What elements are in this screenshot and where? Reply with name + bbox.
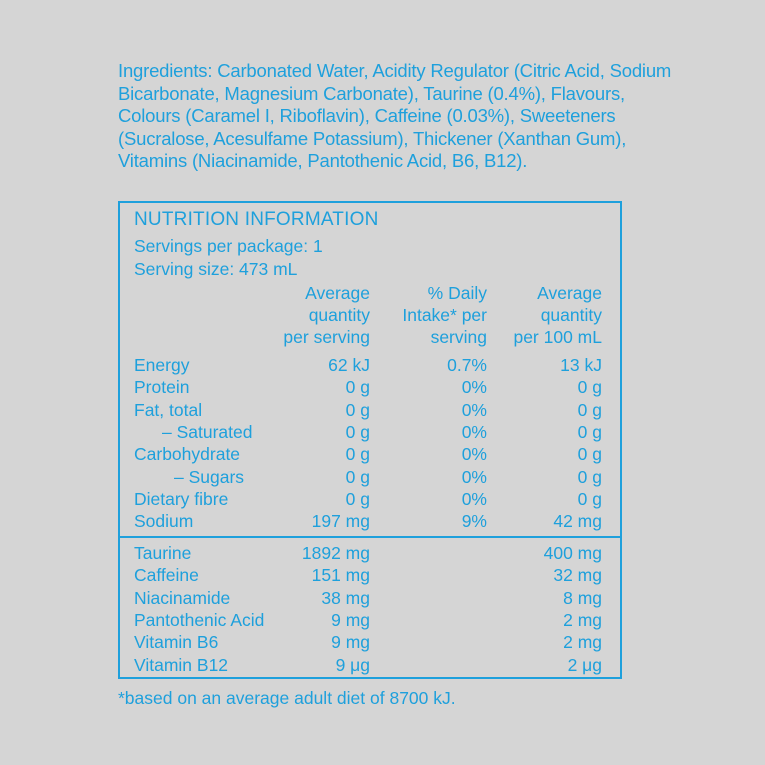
per-100ml-value: 0 g <box>577 421 602 442</box>
header-line: per 100 mL <box>513 327 602 347</box>
header-line: Average <box>537 283 602 303</box>
header-average-per-100ml: Average quantity per 100 mL <box>462 282 602 348</box>
per-serving-value: 197 mg <box>311 511 370 532</box>
daily-intake-value: 9% <box>461 511 487 532</box>
daily-intake-value: 0% <box>461 399 487 420</box>
table-row: Pantothenic Acid 9 mg 2 mg <box>120 610 620 632</box>
nutrient-label: Taurine <box>134 543 192 563</box>
nutrient-label: – Sugars <box>174 466 245 487</box>
nutrient-label: Vitamin B12 <box>134 654 229 675</box>
table-row: Vitamin B6 9 mg 2 mg <box>120 632 620 654</box>
nutrient-label: – Saturated <box>162 421 253 442</box>
per-100ml-value: 0 g <box>577 444 602 465</box>
per-100ml-value: 2 mg <box>563 609 602 630</box>
header-line: Intake* per <box>402 305 487 325</box>
per-serving-value: 0 g <box>345 399 370 420</box>
table-row: – Saturated 0 g 0% 0 g <box>120 422 620 444</box>
table-row: Dietary fibre 0 g 0% 0 g <box>120 489 620 511</box>
header-line: % Daily <box>427 283 487 303</box>
nutrient-label: Carbohydrate <box>134 444 241 465</box>
footnote: *based on an average adult diet of 8700 … <box>118 688 456 708</box>
nutrient-label: Caffeine <box>134 565 199 586</box>
nutrient-label: Dietary fibre <box>134 488 229 509</box>
nutrient-label: Niacinamide <box>134 587 231 608</box>
header-line: Average <box>305 283 370 303</box>
per-serving-value: 9 mg <box>331 609 370 630</box>
nutrient-label: Pantothenic Acid <box>134 609 265 630</box>
nutrition-panel: NUTRITION INFORMATION Servings per packa… <box>118 201 622 679</box>
per-serving-value: 38 mg <box>321 587 370 608</box>
per-serving-value: 0 g <box>345 377 370 398</box>
nutrient-label: Protein <box>134 377 190 398</box>
table-row: Vitamin B12 9 μg 2 μg <box>120 655 620 677</box>
ingredients-text: Ingredients: Carbonated Water, Acidity R… <box>118 60 672 171</box>
panel-title: NUTRITION INFORMATION <box>134 209 379 230</box>
header-daily-intake: % Daily Intake* per serving <box>347 282 487 348</box>
header-line: serving <box>430 327 487 347</box>
table-row: Caffeine 151 mg 32 mg <box>120 565 620 587</box>
per-100ml-value: 0 g <box>577 399 602 420</box>
daily-intake-value: 0% <box>461 377 487 398</box>
table-row: Energy 62 kJ 0.7% 13 kJ <box>120 355 620 377</box>
per-100ml-value: 2 mg <box>563 632 602 653</box>
table-row: Niacinamide 38 mg 8 mg <box>120 588 620 610</box>
per-serving-value: 9 μg <box>335 654 370 675</box>
per-100ml-value: 0 g <box>577 377 602 398</box>
nutrient-label: Fat, total <box>134 399 203 420</box>
per-serving-value: 1892 mg <box>301 543 370 563</box>
per-serving-value: 62 kJ <box>328 355 370 375</box>
per-serving-value: 0 g <box>345 466 370 487</box>
nutrient-label: Vitamin B6 <box>134 632 219 653</box>
header-line: per serving <box>283 327 370 347</box>
servings-per-package: Servings per package: 1 <box>134 236 323 256</box>
table-row: Fat, total 0 g 0% 0 g <box>120 400 620 422</box>
per-100ml-value: 400 mg <box>543 543 602 563</box>
per-100ml-value: 42 mg <box>553 511 602 532</box>
per-serving-value: 0 g <box>345 444 370 465</box>
daily-intake-value: 0% <box>461 488 487 509</box>
per-100ml-value: 0 g <box>577 488 602 509</box>
table-row: Taurine 1892 mg 400 mg <box>120 543 620 565</box>
table-row: Protein 0 g 0% 0 g <box>120 377 620 399</box>
table-row: Carbohydrate 0 g 0% 0 g <box>120 444 620 466</box>
header-average-per-serving: Average quantity per serving <box>230 282 370 348</box>
header-line: quantity <box>540 305 602 325</box>
per-100ml-value: 13 kJ <box>560 355 602 375</box>
per-serving-value: 151 mg <box>311 565 370 586</box>
table-row: Sodium 197 mg 9% 42 mg <box>120 511 620 533</box>
nutrient-label: Sodium <box>134 511 194 532</box>
per-100ml-value: 32 mg <box>553 565 602 586</box>
daily-intake-value: 0% <box>461 421 487 442</box>
header-line: quantity <box>308 305 370 325</box>
table-row: – Sugars 0 g 0% 0 g <box>120 467 620 489</box>
per-serving-value: 0 g <box>345 488 370 509</box>
per-serving-value: 9 mg <box>331 632 370 653</box>
daily-intake-value: 0% <box>461 444 487 465</box>
daily-intake-value: 0.7% <box>447 355 487 375</box>
nutrient-label: Energy <box>134 355 190 375</box>
section-divider <box>120 536 620 538</box>
serving-size: Serving size: 473 mL <box>134 259 298 279</box>
per-100ml-value: 8 mg <box>563 587 602 608</box>
per-100ml-value: 2 μg <box>567 654 602 675</box>
per-serving-value: 0 g <box>345 421 370 442</box>
daily-intake-value: 0% <box>461 466 487 487</box>
per-100ml-value: 0 g <box>577 466 602 487</box>
